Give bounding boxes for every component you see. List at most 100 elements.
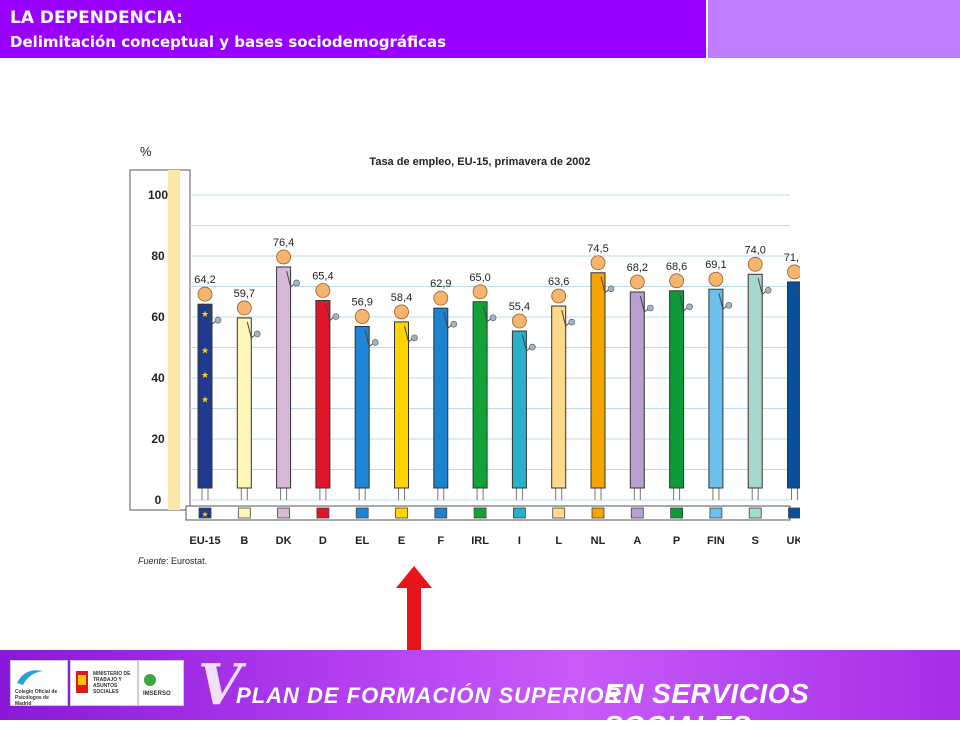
figure-head [236, 300, 252, 316]
legend-swatch [395, 507, 408, 519]
figure-head [276, 249, 292, 265]
legend-swatch [670, 507, 683, 519]
bar-d [315, 300, 331, 489]
logo2-text: MINISTERIO DE TRABAJO Y ASUNTOS SOCIALES [93, 671, 131, 695]
figure-tool [293, 279, 300, 287]
category-label: DK [276, 535, 292, 547]
header-accent [708, 0, 960, 58]
y-tick-label: 0 [155, 493, 162, 507]
legend-swatch [277, 507, 291, 519]
eu-star-icon: ★ [201, 309, 209, 319]
eu-star-icon: ★ [201, 510, 208, 519]
category-label: F [437, 535, 444, 547]
figure-tool [332, 313, 340, 320]
value-label: 65,0 [469, 272, 490, 284]
figure-tool [764, 287, 772, 294]
eu-star-icon: ★ [201, 346, 209, 356]
y-tick-label: 80 [151, 249, 165, 263]
bar-f [433, 307, 449, 489]
value-label: 68,2 [627, 262, 648, 274]
category-label: A [633, 535, 641, 547]
figure-head [433, 290, 449, 306]
figure-head [472, 284, 488, 300]
category-label: S [752, 535, 759, 547]
footer-plan-text: PLAN DE FORMACIÓN SUPERIOR [236, 683, 622, 708]
figure-head [354, 309, 370, 324]
chart-title: Tasa de empleo, EU-15, primavera de 2002 [369, 156, 590, 168]
legend-swatch [355, 507, 369, 519]
value-label: 63,6 [548, 276, 569, 288]
category-label: EU-15 [189, 535, 220, 547]
legend-swatch [591, 507, 605, 519]
bar-b [236, 317, 252, 489]
category-label: IRL [471, 535, 489, 547]
category-label: L [555, 535, 562, 547]
ministerio-logo: MINISTERIO DE TRABAJO Y ASUNTOS SOCIALES [70, 660, 138, 706]
legend-swatch [709, 507, 723, 519]
bar-nl [590, 272, 606, 489]
legend-swatch [630, 507, 644, 519]
legend-swatch [512, 507, 526, 519]
bar-eu-15 [197, 303, 213, 489]
header-bar: LA DEPENDENCIA: Delimitación conceptual … [0, 0, 706, 58]
legend-swatch [434, 507, 448, 519]
value-label: 56,9 [351, 296, 372, 308]
figure-tool [450, 320, 458, 328]
eu-star-icon: ★ [201, 370, 209, 380]
value-label: 74,5 [587, 243, 608, 255]
figure-head [511, 313, 527, 329]
category-label: EL [355, 535, 369, 547]
figure-head [197, 286, 213, 302]
figure-head [708, 271, 724, 287]
bar-fin [708, 288, 724, 489]
value-label: 65,4 [312, 271, 333, 283]
y-tick-label: 60 [151, 310, 165, 324]
category-label: D [319, 535, 327, 547]
legend-strip [185, 505, 791, 521]
page-title: LA DEPENDENCIA: [10, 8, 183, 28]
figure-head [590, 255, 606, 271]
figure-tool [371, 339, 379, 346]
figure-arm [797, 285, 800, 298]
figure-head [669, 273, 684, 289]
category-label: P [673, 535, 680, 547]
figure-head [551, 288, 567, 304]
value-label: 71,5 [784, 252, 800, 264]
category-label: I [518, 535, 521, 547]
value-label: 68,6 [666, 261, 687, 273]
bar-dk [276, 266, 292, 489]
crest-icon [76, 671, 88, 693]
legend-swatch [316, 507, 330, 519]
colegio-psicologos-logo: Colegio Oficial de Psicólogos de Madrid [10, 660, 68, 707]
value-label: 62,9 [430, 278, 451, 290]
figure-tool [725, 301, 733, 309]
value-label: 76,4 [273, 237, 294, 249]
category-label: E [398, 535, 405, 547]
bar-e [394, 321, 409, 489]
source-note: Fuente: Eurostat. [138, 556, 208, 566]
footer-numeral: V [198, 652, 242, 718]
logo1-text: Colegio Oficial de Psicólogos de Madrid [15, 689, 58, 707]
figure-tool [254, 330, 261, 338]
figure-head [394, 304, 409, 320]
source-label: Fuente [138, 556, 167, 566]
value-label: 69,1 [705, 259, 726, 271]
y-tick-label: 20 [151, 432, 165, 446]
y-axis-strip [168, 170, 180, 510]
bar-uk [787, 281, 800, 489]
up-arrow-icon [396, 566, 432, 656]
value-label: 55,4 [509, 301, 530, 313]
footer-services-text: EN SERVICIOS SOCIALES [604, 678, 810, 741]
figure-tool [529, 343, 536, 351]
logo3-text: IMSERSO [143, 691, 171, 697]
eu-star-icon: ★ [201, 394, 209, 404]
imserso-logo: IMSERSO [138, 660, 184, 706]
figure-tool [411, 334, 418, 342]
bar-irl [472, 301, 488, 489]
legend-swatch [788, 507, 800, 519]
y-axis-panel [129, 169, 191, 511]
bar-a [629, 291, 645, 489]
figure-tool [489, 314, 497, 322]
value-label: 64,2 [194, 274, 215, 286]
legend-swatch [198, 507, 212, 519]
